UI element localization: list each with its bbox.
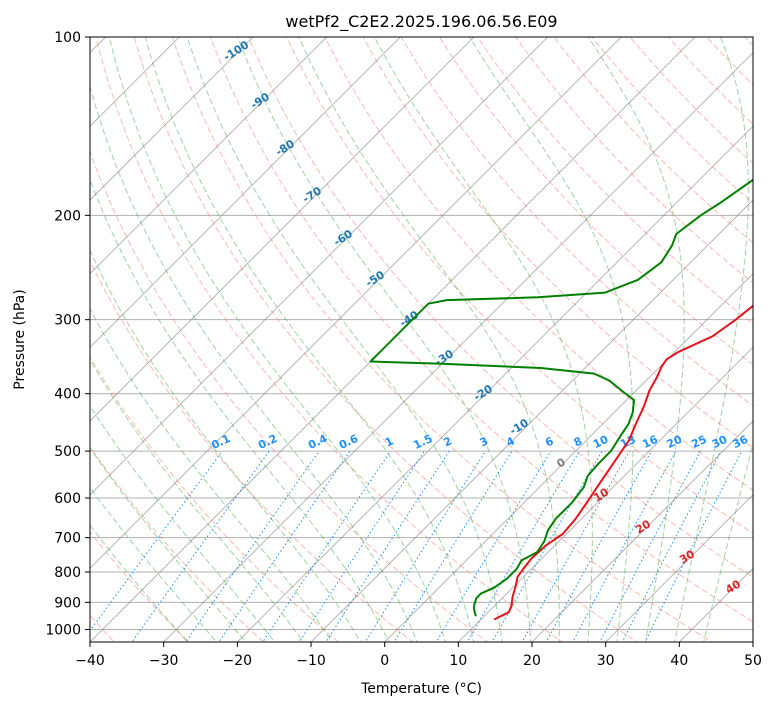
moist-adiabat [90, 524, 188, 642]
y-tick-label: 200 [54, 208, 81, 224]
x-tick-label: −20 [223, 653, 253, 669]
moist-adiabat [108, 37, 447, 642]
isotherm [531, 420, 753, 642]
moist-adiabat [469, 37, 634, 642]
x-tick-label: 0 [380, 653, 389, 669]
isotherm [90, 37, 254, 201]
dry-adiabat [324, 37, 753, 491]
mixing-ratio-label: 10 [591, 433, 611, 451]
x-tick-label: 50 [744, 653, 762, 669]
dry-adiabat [553, 37, 753, 244]
dewpoint-profile [369, 178, 753, 617]
dry-adiabat [90, 445, 265, 642]
moist-adiabat [298, 37, 560, 642]
isotherm [90, 37, 328, 275]
y-tick-label: 600 [54, 491, 81, 507]
dry-adiabat [90, 356, 339, 642]
isotherm [236, 125, 753, 642]
moist-adiabat [90, 84, 418, 642]
chart-title: wetPf2_C2E2.2025.196.06.56.E09 [285, 12, 557, 32]
y-tick-label: 400 [54, 387, 81, 403]
y-tick-label: 100 [54, 30, 81, 46]
moist-adiabat [237, 37, 532, 642]
dry-adiabat [90, 259, 414, 642]
x-tick-label: 40 [670, 653, 688, 669]
plot-area: -100-90-80-70-60-50-40-30-20-10010203040… [90, 37, 753, 642]
isotherm [163, 52, 753, 642]
mixing-ratio-label: 36 [731, 433, 751, 451]
isotherm [605, 494, 753, 642]
dry-adiabat [400, 37, 753, 407]
mixing-ratio-line [325, 450, 450, 642]
y-tick-label: 500 [54, 444, 81, 460]
y-tick-label: 800 [54, 565, 81, 581]
isotherm [90, 37, 549, 496]
y-tick-label: 700 [54, 531, 81, 547]
dry-adiabat [133, 37, 638, 642]
mixing-ratio-line [262, 450, 392, 642]
mixing-ratio-line [435, 450, 552, 642]
isotherm [90, 37, 475, 422]
dry-adiabat [591, 37, 753, 204]
y-tick-label: 300 [54, 313, 81, 329]
isotherm [457, 346, 753, 642]
moist-adiabat [90, 358, 305, 642]
x-tick-label: 20 [523, 653, 541, 669]
isotherm [90, 37, 622, 569]
y-tick-label: 1000 [45, 622, 81, 638]
axes: −40 −30 −20 −10 0 10 20 30 40 50 1000 900 800 700 600 5… [45, 30, 762, 669]
x-axis-label: Temperature (°C) [360, 681, 482, 697]
moist-adiabat [674, 37, 749, 642]
moist-adiabat [144, 37, 475, 642]
dry-adiabat [629, 37, 753, 165]
dry-adiabat [438, 37, 753, 365]
dry-adiabat [90, 150, 489, 642]
y-axis-label: Pressure (hPa) [12, 289, 28, 389]
mixing-ratio-label: 20 [665, 433, 685, 451]
dry-adiabat [286, 37, 753, 534]
x-tick-label: −30 [149, 653, 179, 669]
mixing-ratio-line [599, 450, 701, 642]
temperature-profile [493, 304, 753, 621]
x-tick-label: −40 [75, 653, 105, 669]
mixing-ratio-label: 30 [710, 433, 730, 451]
moist-adiabat [90, 486, 218, 642]
isotherm [90, 37, 401, 348]
x-tick-label: −10 [296, 653, 326, 669]
mixing-ratio-line [393, 450, 513, 642]
moist-adiabat [90, 447, 247, 642]
dry-adiabat [171, 37, 713, 642]
moist-adiabat [374, 37, 593, 642]
mixing-ratio-line [572, 450, 677, 642]
mixing-ratio-line [364, 450, 486, 642]
moist-adiabat [90, 178, 390, 642]
mixing-ratio-line [491, 450, 603, 642]
dry-adiabat [248, 37, 753, 578]
moist-adiabat [587, 37, 685, 642]
dry-adiabat [362, 37, 753, 449]
isotherm [384, 273, 753, 642]
moist-adiabat [90, 249, 362, 642]
mixing-ratio-line [218, 450, 351, 642]
y-tick-label: 900 [54, 595, 81, 611]
isotherm [310, 199, 753, 642]
plot-frame [89, 36, 754, 643]
mixing-ratio-line [466, 450, 580, 642]
mixing-ratio-line [298, 450, 425, 642]
mixing-ratio-line [131, 450, 270, 642]
mixing-ratio-line [545, 450, 653, 642]
moist-adiabat [186, 37, 503, 642]
mixing-ratio-label: 25 [689, 433, 708, 451]
x-tick-label: 10 [449, 653, 467, 669]
mixing-ratio-label: 16 [640, 433, 660, 451]
dry-adiabat [209, 37, 753, 623]
x-tick-label: 30 [597, 653, 615, 669]
dry-adiabat [95, 37, 564, 642]
moist-adiabat [90, 404, 276, 642]
